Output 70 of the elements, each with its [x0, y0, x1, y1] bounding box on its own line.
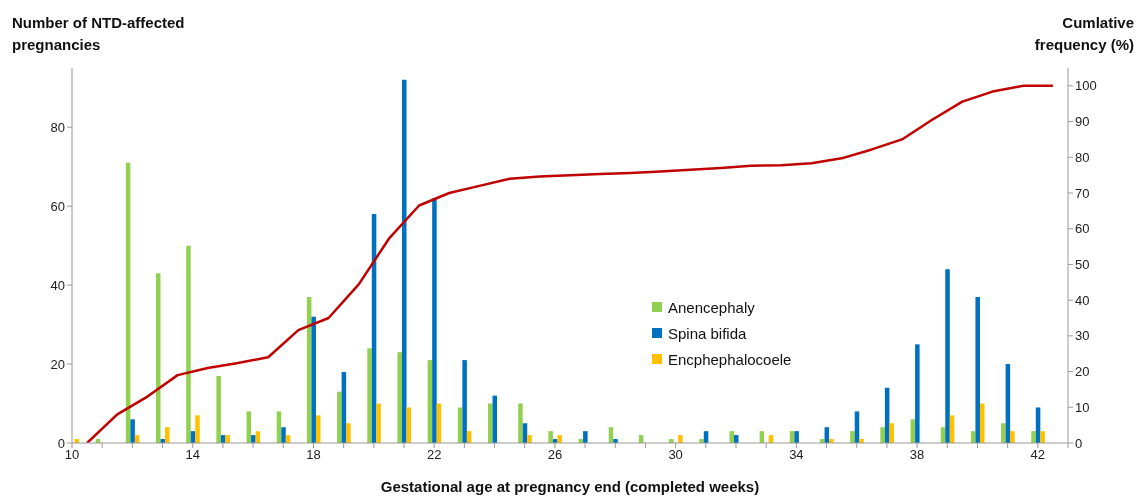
x-tick-label: 30	[668, 447, 683, 463]
bar	[156, 273, 161, 443]
bar	[527, 435, 532, 443]
bar	[216, 375, 221, 443]
x-axis-title: Gestational age at pregnancy end (completed weeks)	[379, 478, 761, 495]
bar	[186, 245, 191, 443]
bar	[889, 423, 894, 443]
line-series	[85, 84, 1055, 443]
y2-tick-label: 50	[1075, 257, 1090, 273]
bar	[367, 348, 372, 443]
bar	[130, 419, 135, 443]
bar	[401, 79, 407, 443]
y-tick-label: 0	[57, 435, 65, 451]
bar	[975, 296, 980, 443]
bar	[733, 435, 739, 443]
y2-tick-label: 30	[1075, 328, 1090, 344]
bar	[518, 403, 523, 443]
bar	[311, 316, 316, 443]
bar	[850, 431, 855, 443]
x-tick-label: 34	[789, 447, 804, 463]
bar	[557, 435, 562, 443]
x-tick-label: 10	[64, 447, 80, 463]
y2-tick-label: 90	[1075, 114, 1090, 130]
bar	[488, 403, 493, 443]
bar	[462, 360, 467, 443]
y2-tick-label: 60	[1075, 221, 1090, 237]
x-tick-label: 42	[1030, 447, 1046, 463]
bar	[548, 431, 553, 443]
bar	[880, 427, 885, 443]
y-tick-label: 20	[50, 356, 65, 372]
x-tick-label: 14	[185, 447, 200, 463]
y-tick-label: 40	[50, 277, 65, 293]
bar	[1040, 431, 1045, 443]
bar	[346, 423, 351, 443]
bar	[945, 269, 950, 443]
bar	[1010, 431, 1015, 443]
y2-tick-label: 20	[1075, 364, 1090, 380]
bar	[376, 403, 381, 443]
y2-tick-label: 100	[1075, 78, 1097, 94]
bar	[337, 391, 342, 443]
y-axis-title: Number of NTD-affected pregnancies	[12, 13, 186, 55]
y-tick-label: 60	[50, 198, 65, 214]
legend-label: Anencephaly	[668, 298, 755, 316]
bar	[165, 427, 170, 443]
y2-axis-title: Cumlative frequency (%)	[1033, 13, 1134, 55]
x-tick-label: 26	[547, 447, 563, 463]
legend-label: Spina bifida	[668, 324, 747, 342]
bar	[1001, 423, 1006, 443]
bar	[729, 431, 734, 443]
y2-tick-label: 0	[1075, 435, 1083, 451]
bar	[397, 352, 402, 443]
bar	[432, 198, 437, 443]
y-tick-label: 80	[50, 119, 65, 135]
y2-tick-label: 10	[1075, 399, 1090, 415]
y2-tick-label: 40	[1075, 292, 1090, 308]
bar	[225, 435, 230, 443]
x-tick-label: 38	[909, 447, 925, 463]
bar	[1031, 431, 1036, 443]
bar	[794, 431, 799, 443]
bar	[281, 427, 286, 443]
bar	[678, 435, 683, 443]
x-tick-label: 22	[426, 447, 442, 463]
bar	[251, 435, 256, 443]
bar	[583, 431, 588, 443]
bar	[195, 415, 200, 443]
y2-tick-label: 80	[1075, 149, 1090, 165]
y2-tick-label: 70	[1075, 185, 1090, 201]
x-tick-label: 18	[306, 447, 321, 463]
legend-label: Encphephalocoele	[668, 350, 792, 368]
bar	[915, 344, 920, 443]
